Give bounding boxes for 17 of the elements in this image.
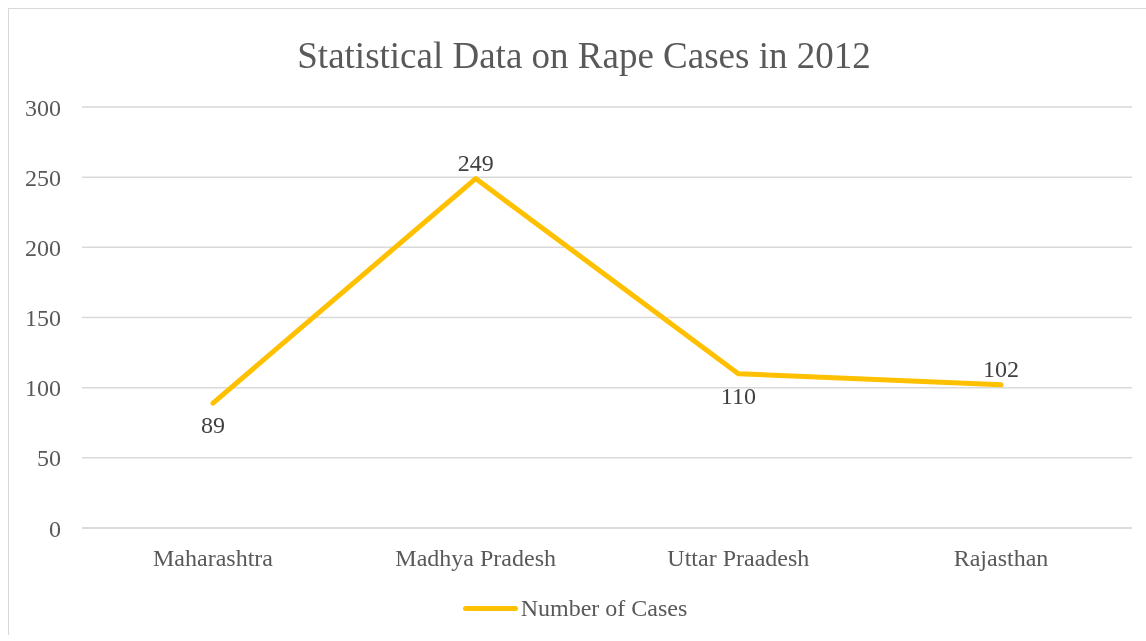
y-tick-label: 250 xyxy=(25,164,61,191)
x-tick-label: Madhya Pradesh xyxy=(395,545,556,572)
y-tick-label: 50 xyxy=(37,445,61,472)
y-tick-label: 150 xyxy=(25,305,61,332)
data-label: 102 xyxy=(983,355,1019,382)
x-tick-label: Uttar Praadesh xyxy=(667,545,810,572)
data-label: 89 xyxy=(201,412,225,439)
y-tick-label: 100 xyxy=(25,375,61,402)
data-label: 110 xyxy=(720,382,756,409)
x-tick-label: Maharashtra xyxy=(153,545,274,572)
x-tick-label: Rajasthan xyxy=(953,545,1049,572)
legend-label: Number of Cases xyxy=(520,594,688,622)
data-label: 249 xyxy=(457,149,494,176)
chart-title: Statistical Data on Rape Cases in 2012 xyxy=(296,35,872,76)
y-tick-label: 200 xyxy=(25,234,61,261)
y-tick-label: 0 xyxy=(49,515,61,542)
y-tick-label: 300 xyxy=(25,94,61,121)
